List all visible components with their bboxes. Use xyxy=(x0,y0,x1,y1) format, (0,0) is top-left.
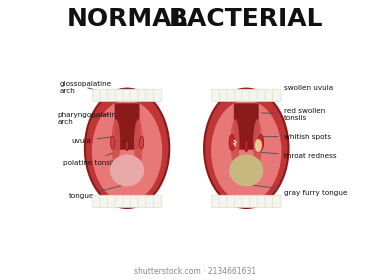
FancyBboxPatch shape xyxy=(146,89,154,101)
Ellipse shape xyxy=(230,119,239,166)
FancyBboxPatch shape xyxy=(234,103,259,150)
Ellipse shape xyxy=(92,100,162,202)
Text: glossopalatine
arch: glossopalatine arch xyxy=(59,81,111,94)
FancyBboxPatch shape xyxy=(153,89,162,101)
Ellipse shape xyxy=(253,119,262,166)
Text: polatine tonsil: polatine tonsil xyxy=(63,153,114,166)
Circle shape xyxy=(234,144,236,146)
FancyBboxPatch shape xyxy=(257,195,266,207)
Circle shape xyxy=(233,143,235,145)
FancyBboxPatch shape xyxy=(227,89,235,101)
Text: whitish spots: whitish spots xyxy=(263,134,331,140)
FancyBboxPatch shape xyxy=(100,89,108,101)
Ellipse shape xyxy=(134,119,143,166)
FancyBboxPatch shape xyxy=(123,195,131,207)
FancyBboxPatch shape xyxy=(92,89,101,101)
Ellipse shape xyxy=(110,136,115,149)
FancyBboxPatch shape xyxy=(234,195,243,207)
Ellipse shape xyxy=(110,155,144,186)
FancyBboxPatch shape xyxy=(138,195,147,207)
Text: red swollen
tonsils: red swollen tonsils xyxy=(262,108,325,121)
FancyBboxPatch shape xyxy=(123,89,131,101)
FancyBboxPatch shape xyxy=(115,89,124,101)
Ellipse shape xyxy=(112,119,120,166)
FancyBboxPatch shape xyxy=(108,195,116,207)
Text: swollen uvula: swollen uvula xyxy=(250,85,333,94)
Ellipse shape xyxy=(245,139,248,152)
Circle shape xyxy=(235,141,237,143)
FancyBboxPatch shape xyxy=(250,195,258,207)
FancyBboxPatch shape xyxy=(131,89,139,101)
Text: BACTERIAL: BACTERIAL xyxy=(169,7,324,31)
FancyBboxPatch shape xyxy=(146,195,154,207)
FancyBboxPatch shape xyxy=(265,195,273,207)
FancyBboxPatch shape xyxy=(242,195,250,207)
FancyBboxPatch shape xyxy=(265,89,273,101)
Text: shutterstock.com · 2134661631: shutterstock.com · 2134661631 xyxy=(134,267,256,276)
FancyBboxPatch shape xyxy=(211,195,220,207)
Text: NORMAL: NORMAL xyxy=(66,7,188,31)
FancyBboxPatch shape xyxy=(92,195,101,207)
FancyBboxPatch shape xyxy=(100,195,108,207)
FancyBboxPatch shape xyxy=(242,89,250,101)
FancyBboxPatch shape xyxy=(273,89,281,101)
Ellipse shape xyxy=(126,140,128,151)
FancyBboxPatch shape xyxy=(219,195,228,207)
Ellipse shape xyxy=(204,89,289,208)
Ellipse shape xyxy=(229,134,235,151)
FancyBboxPatch shape xyxy=(234,89,243,101)
FancyBboxPatch shape xyxy=(273,195,281,207)
Ellipse shape xyxy=(211,100,282,202)
FancyBboxPatch shape xyxy=(108,89,116,101)
FancyBboxPatch shape xyxy=(115,103,140,150)
FancyBboxPatch shape xyxy=(138,89,147,101)
FancyBboxPatch shape xyxy=(250,89,258,101)
Text: pharyngopalatine
arch: pharyngopalatine arch xyxy=(58,112,121,125)
Ellipse shape xyxy=(258,134,264,151)
Ellipse shape xyxy=(139,136,144,149)
FancyBboxPatch shape xyxy=(227,195,235,207)
Circle shape xyxy=(234,140,236,142)
FancyBboxPatch shape xyxy=(131,195,139,207)
FancyBboxPatch shape xyxy=(153,195,162,207)
Ellipse shape xyxy=(229,155,263,186)
Text: gray furry tongue: gray furry tongue xyxy=(253,185,347,196)
FancyBboxPatch shape xyxy=(257,89,266,101)
Ellipse shape xyxy=(255,139,262,152)
FancyBboxPatch shape xyxy=(219,89,228,101)
Text: throat redness: throat redness xyxy=(253,152,336,159)
Ellipse shape xyxy=(85,89,169,208)
FancyBboxPatch shape xyxy=(211,89,220,101)
Text: uvula: uvula xyxy=(72,135,124,144)
FancyBboxPatch shape xyxy=(115,195,124,207)
Text: tongue: tongue xyxy=(69,186,122,199)
